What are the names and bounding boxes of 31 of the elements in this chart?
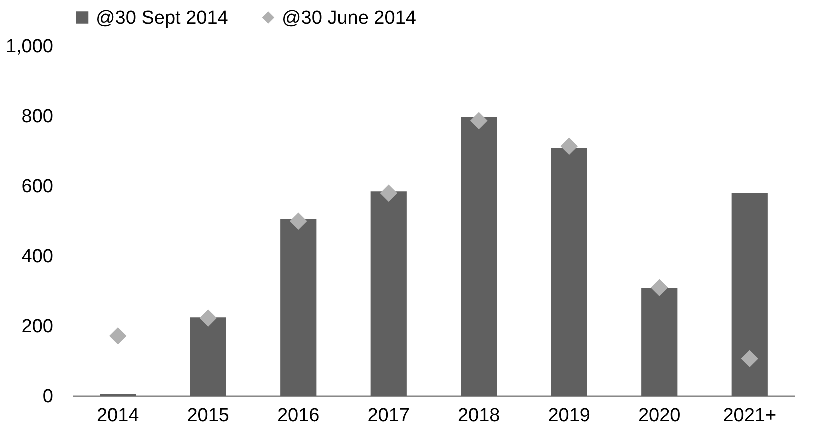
x-tick-label: 2017	[368, 406, 410, 426]
point	[380, 184, 398, 202]
y-tick-label: 400	[22, 246, 54, 268]
bar	[732, 193, 768, 396]
point	[650, 279, 668, 297]
y-tick-label: 200	[22, 316, 54, 338]
point	[470, 112, 488, 130]
legend-label: @30 June 2014	[282, 8, 417, 29]
legend-label: @30 Sept 2014	[96, 8, 229, 29]
y-tick-label: 600	[22, 176, 54, 198]
bar	[551, 148, 588, 396]
bar	[461, 117, 498, 396]
point	[741, 350, 759, 368]
x-tick-label: 2019	[548, 406, 591, 426]
y-tick-label: 1,000	[6, 36, 54, 58]
bar	[642, 288, 678, 396]
y-tick-label: 0	[42, 386, 54, 408]
x-tick-label: 2021+	[723, 406, 777, 426]
x-tick-label: 2015	[187, 406, 230, 426]
point	[290, 212, 308, 230]
point	[109, 327, 127, 345]
y-tick-label: 800	[22, 106, 54, 128]
bar	[370, 192, 407, 396]
point	[200, 310, 218, 327]
point	[560, 138, 578, 156]
x-tick-label: 2018	[458, 406, 500, 426]
x-tick-label: 2014	[96, 406, 140, 426]
bar	[280, 219, 317, 396]
bar	[190, 318, 226, 396]
x-tick-label: 2020	[638, 406, 681, 426]
x-tick-label: 2016	[277, 406, 320, 426]
